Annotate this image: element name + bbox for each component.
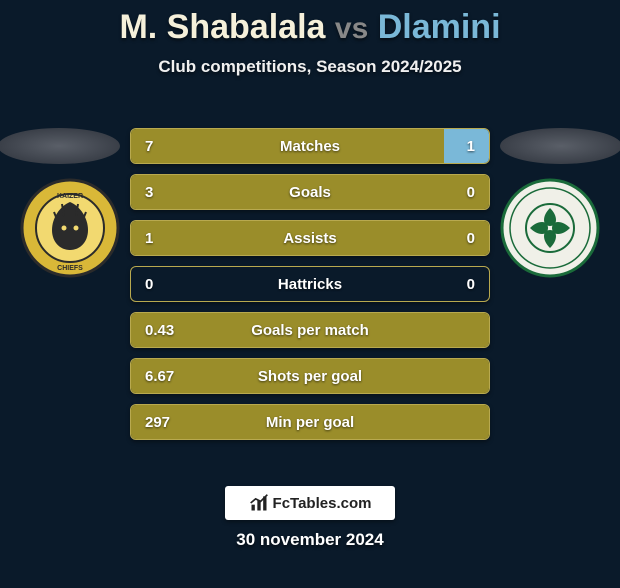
stat-row: 0Hattricks0 <box>130 266 490 302</box>
date-label: 30 november 2024 <box>0 530 620 550</box>
stat-row: 7Matches1 <box>130 128 490 164</box>
brand-text: FcTables.com <box>273 495 372 512</box>
stat-row: 6.67Shots per goal <box>130 358 490 394</box>
stat-label: Matches <box>131 138 489 155</box>
stat-label: Goals per match <box>131 322 489 339</box>
stat-row: 297Min per goal <box>130 404 490 440</box>
stat-row: 0.43Goals per match <box>130 312 490 348</box>
player1-name: M. Shabalala <box>119 8 325 46</box>
bloemfontein-celtic-icon: BLOEMFONTEIN CELTIC <box>500 178 600 278</box>
club-crest-left: KAIZER CHIEFS <box>20 178 120 278</box>
stat-label: Goals <box>131 184 489 201</box>
club-crest-right: BLOEMFONTEIN CELTIC <box>500 178 600 278</box>
svg-text:CHIEFS: CHIEFS <box>57 265 83 272</box>
brand-logo: FcTables.com <box>225 486 395 520</box>
stat-label: Shots per goal <box>131 368 489 385</box>
stat-label: Min per goal <box>131 414 489 431</box>
stat-row: 1Assists0 <box>130 220 490 256</box>
crest-shadow-right <box>500 128 620 164</box>
stats-container: 7Matches13Goals01Assists00Hattricks00.43… <box>130 128 490 450</box>
stat-value-right: 0 <box>467 184 475 201</box>
player2-name: Dlamini <box>378 8 501 46</box>
subtitle: Club competitions, Season 2024/2025 <box>0 57 620 77</box>
stat-value-right: 0 <box>467 276 475 293</box>
crest-shadow-left <box>0 128 120 164</box>
stat-value-right: 0 <box>467 230 475 247</box>
stat-label: Assists <box>131 230 489 247</box>
kaizer-chiefs-icon: KAIZER CHIEFS <box>20 178 120 278</box>
vs-label: vs <box>335 12 368 45</box>
stat-label: Hattricks <box>131 276 489 293</box>
chart-icon <box>249 493 269 513</box>
stat-row: 3Goals0 <box>130 174 490 210</box>
comparison-title: M. Shabalala vs Dlamini <box>0 8 620 47</box>
svg-text:BLOEMFONTEIN CELTIC: BLOEMFONTEIN CELTIC <box>500 178 572 180</box>
svg-text:KAIZER: KAIZER <box>57 193 83 200</box>
stat-value-right: 1 <box>467 138 475 155</box>
